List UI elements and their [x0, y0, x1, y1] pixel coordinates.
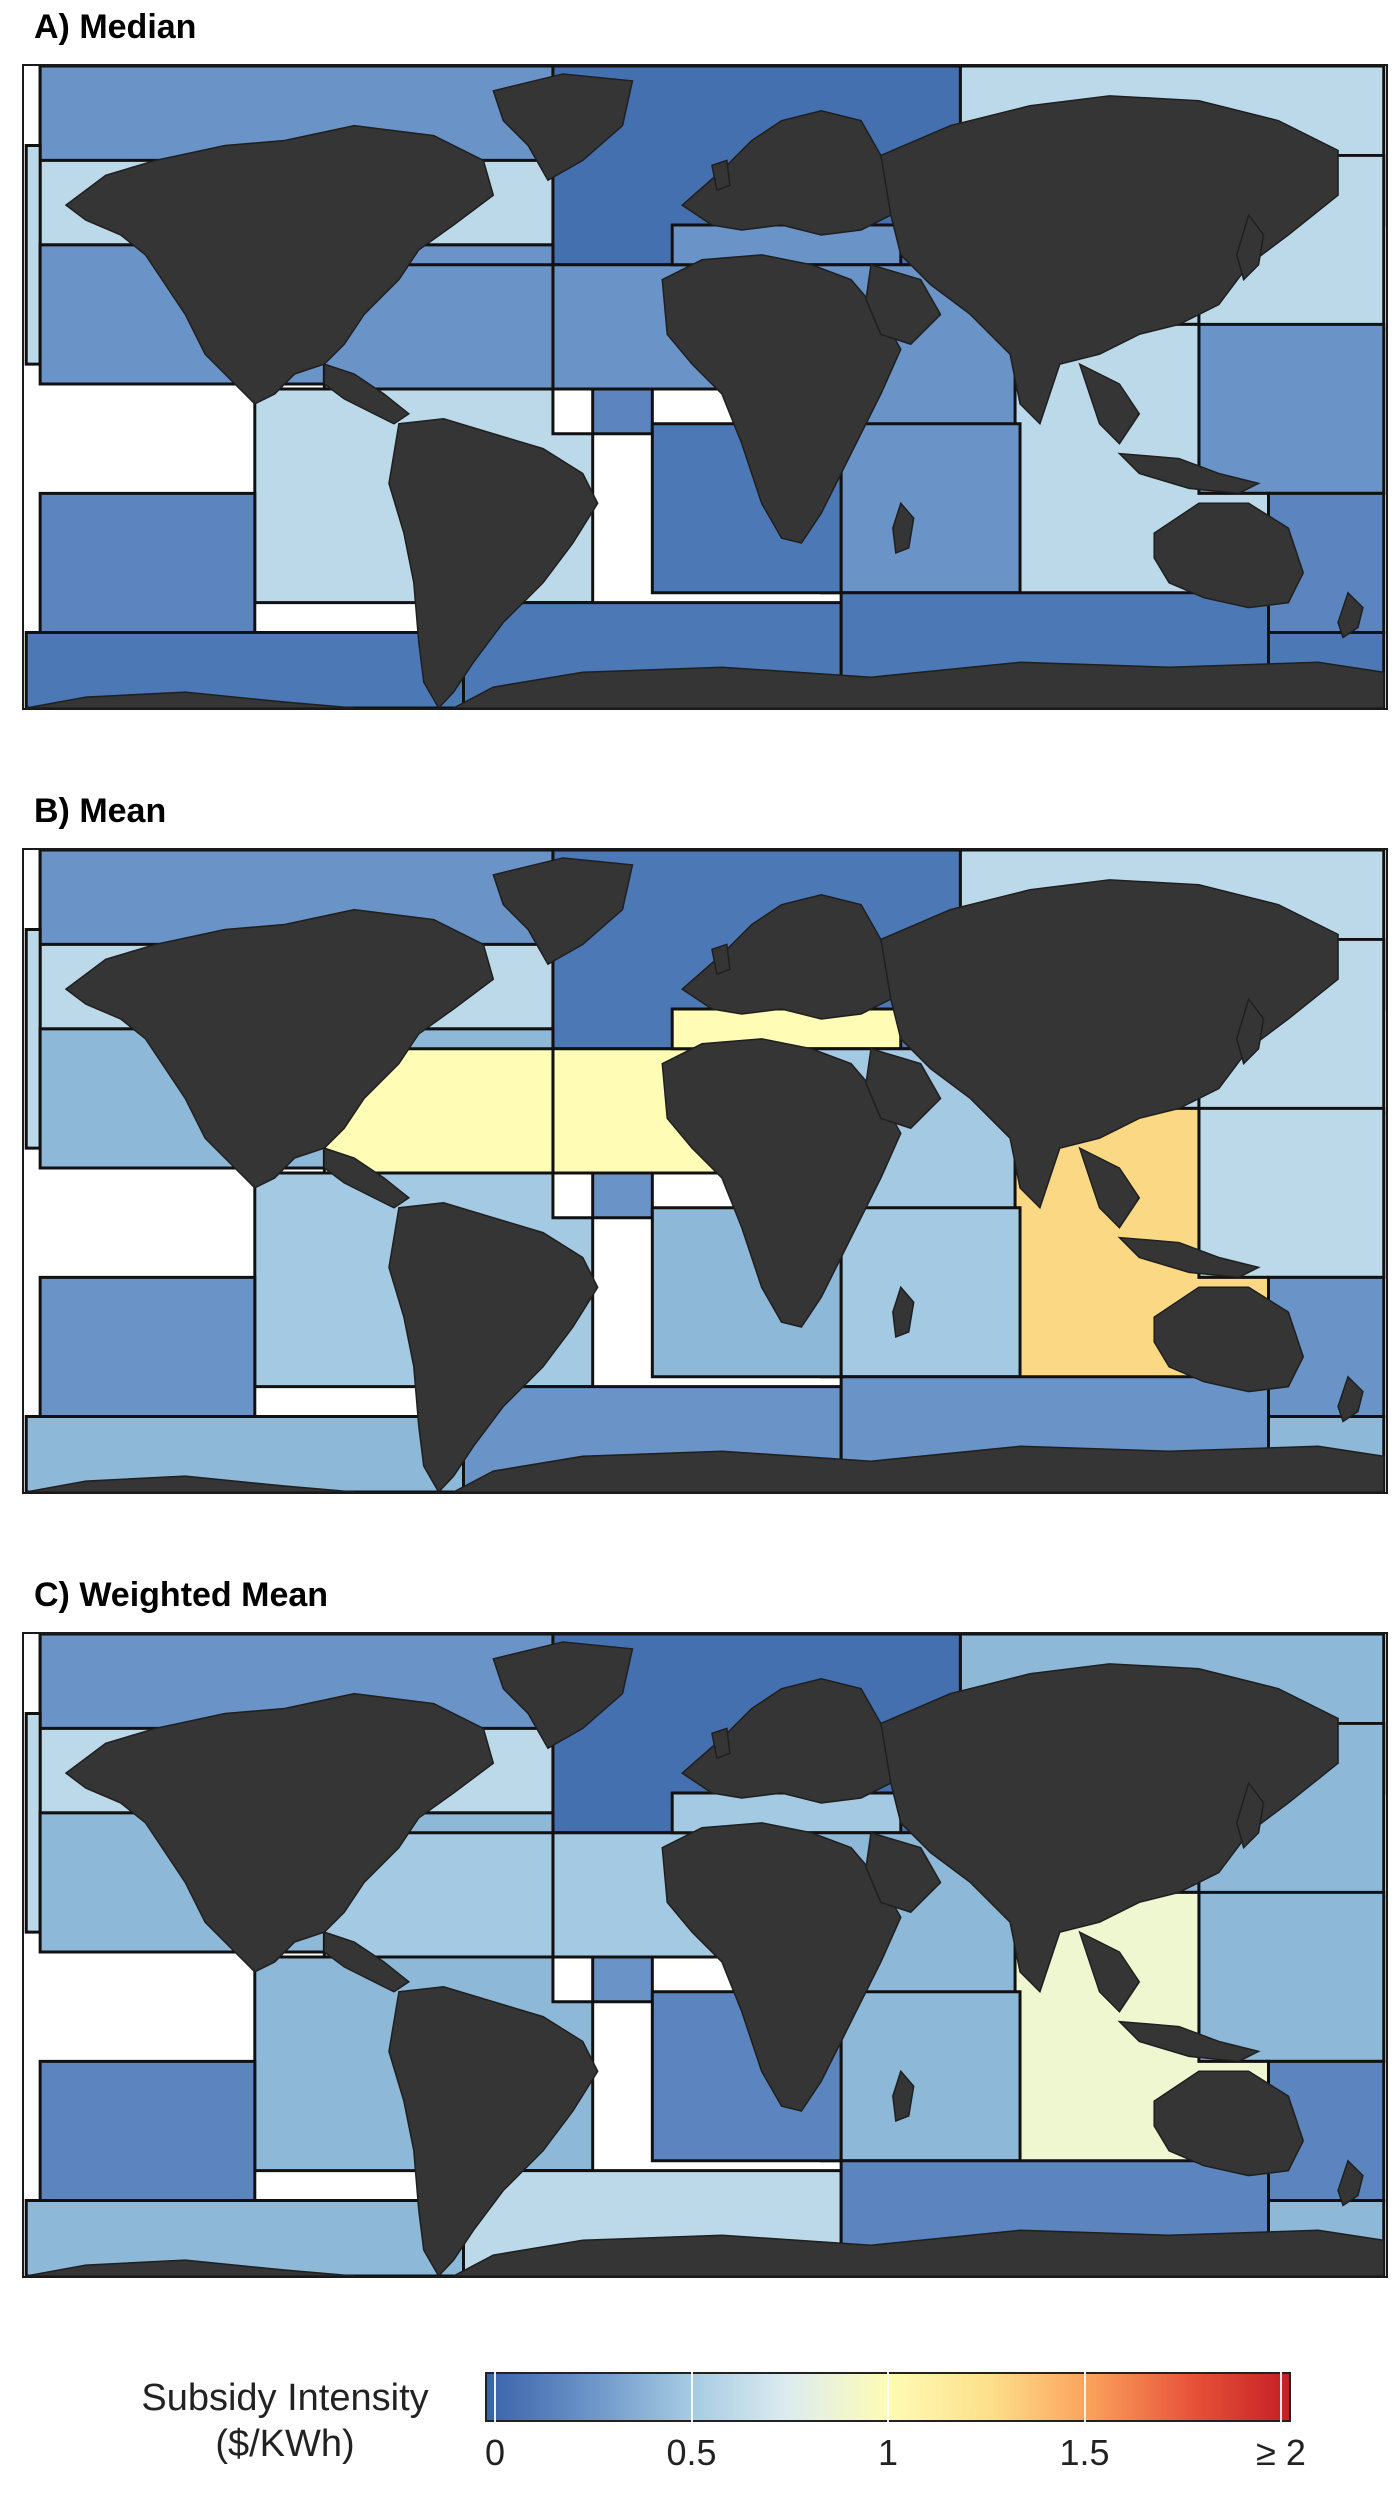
ocean-zone-sp-west [38, 1275, 257, 1418]
ocean-zone-sa-west [591, 387, 654, 436]
greenland-land [492, 73, 634, 182]
antarctica-land [453, 661, 1385, 708]
central-america-land [323, 363, 411, 425]
ocean-zone-sa-west [591, 1955, 654, 2004]
ocean-zone-io-sw [839, 1990, 1022, 2163]
legend-title-line2: ($/KWh) [215, 2423, 355, 2465]
south-america-land [388, 1986, 599, 2276]
asia-land [880, 1663, 1339, 1994]
antarctica-land [453, 2229, 1385, 2276]
greenland-land [492, 1641, 634, 1750]
new-zealand-land [1337, 1375, 1364, 1423]
central-america-land [323, 1147, 411, 1209]
panel-title-b: B) Mean [34, 792, 167, 830]
ocean-zone-sa-west [591, 1171, 654, 1220]
antarctica-west-land [26, 691, 355, 708]
ocean-zone-so-west [24, 630, 465, 708]
ocean-zone-far-left [24, 928, 42, 1150]
north-america-land [64, 1692, 495, 1973]
uk-land [711, 1727, 731, 1760]
antarctica-land [453, 1445, 1385, 1492]
ocean-zone-wp-nw [1197, 322, 1386, 495]
ocean-zone-so-west [24, 2198, 465, 2276]
north-america-land [64, 124, 495, 405]
indonesia-land [1117, 452, 1261, 495]
africa-land [661, 254, 902, 544]
legend-tick-label: 0 [484, 2432, 506, 2473]
legend-tick-mark [494, 2372, 496, 2422]
landmasses [26, 73, 1385, 708]
antarctica-west-land [26, 2259, 355, 2276]
ocean-zone-sp-west [38, 2059, 257, 2202]
australia-land [1153, 502, 1305, 609]
uk-land [711, 943, 731, 976]
legend-tick-mark [887, 2372, 889, 2422]
legend-tick-mark [1280, 2372, 1282, 2422]
legend-tick-mark [690, 2372, 693, 2422]
arabia-land [865, 1831, 942, 1914]
antarctica-west-land [26, 1475, 355, 1492]
map-panel-a [22, 64, 1388, 710]
ocean-zone-sp-west [38, 491, 257, 634]
greenland-land [492, 857, 634, 966]
asia-land [880, 95, 1339, 426]
uk-land [711, 159, 731, 192]
arabia-land [865, 1047, 942, 1130]
world-map-median [24, 66, 1386, 708]
japan-land [1235, 1781, 1265, 1850]
madagascar-land [892, 1285, 915, 1339]
madagascar-land [892, 2069, 915, 2123]
new-zealand-land [1337, 2159, 1364, 2207]
indochina-land [1078, 362, 1141, 445]
ocean-zone-far-left [24, 144, 42, 366]
australia-land [1153, 2070, 1305, 2177]
indonesia-land [1117, 2020, 1261, 2063]
legend-title-line1: Subsidy Intensity [141, 2377, 429, 2419]
africa-land [661, 1822, 902, 2112]
ocean-zone-wp-nw [1197, 1890, 1386, 2063]
legend-title: Subsidy Intensity ($/KWh) [100, 2375, 470, 2467]
indochina-land [1078, 1930, 1141, 2013]
ocean-zone-wp-nw [1197, 1106, 1386, 1279]
map-panel-b [22, 848, 1388, 1494]
madagascar-land [892, 501, 915, 555]
ocean-zone-io-sw [839, 422, 1022, 595]
legend-tick-label: 0.5 [666, 2432, 717, 2473]
south-america-land [388, 1202, 599, 1492]
arabia-land [865, 263, 942, 346]
south-america-land [388, 418, 599, 708]
japan-land [1235, 997, 1265, 1066]
australia-land [1153, 1286, 1305, 1393]
new-zealand-land [1337, 591, 1364, 639]
panel-title-a: A) Median [34, 8, 197, 46]
ocean-zone-io-sw [839, 1206, 1022, 1379]
north-america-land [64, 908, 495, 1189]
asia-land [880, 879, 1339, 1210]
panel-title-c: C) Weighted Mean [34, 1576, 329, 1614]
landmasses [26, 857, 1385, 1492]
world-map-mean [24, 850, 1386, 1492]
central-america-land [323, 1931, 411, 1993]
indonesia-land [1117, 1236, 1261, 1279]
world-map-weighted-mean [24, 1634, 1386, 2276]
africa-land [661, 1038, 902, 1328]
legend-tick-label: ≥ 2 [1256, 2432, 1306, 2473]
legend-tick-label: 1.5 [1059, 2432, 1110, 2473]
landmasses [26, 1641, 1385, 2276]
indochina-land [1078, 1146, 1141, 1229]
ocean-zone-so-west [24, 1414, 465, 1492]
ocean-zone-far-left [24, 1712, 42, 1934]
japan-land [1235, 213, 1265, 282]
map-panel-c [22, 1632, 1388, 2278]
legend-tick-label: 1 [877, 2432, 899, 2473]
legend-tick-mark [1083, 2372, 1086, 2422]
